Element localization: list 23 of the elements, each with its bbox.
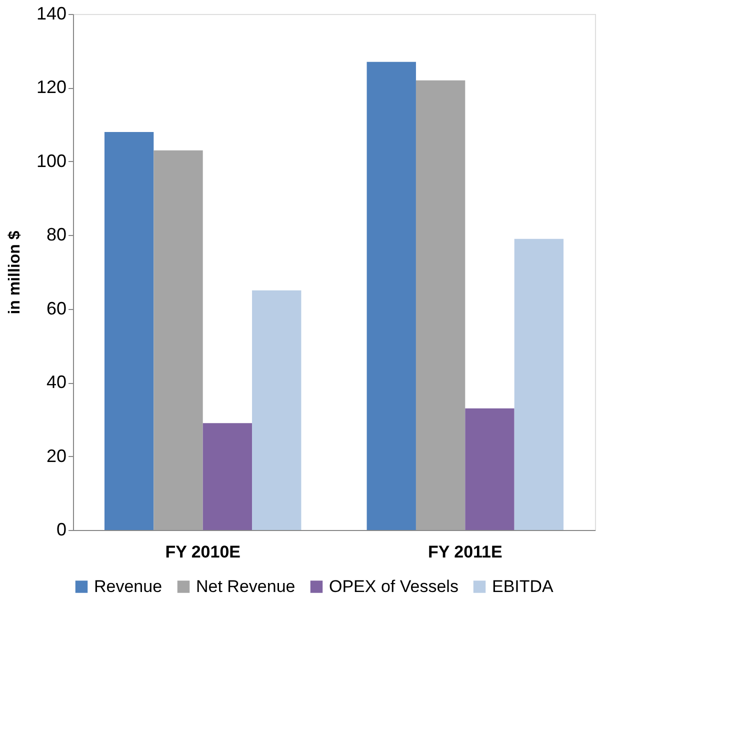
y-tick-label: 140 bbox=[36, 4, 66, 24]
y-axis-title: in million $ bbox=[6, 230, 24, 314]
y-tick-label: 20 bbox=[46, 446, 66, 466]
y-tick-label: 0 bbox=[56, 520, 66, 540]
legend-label: OPEX of Vessels bbox=[329, 576, 458, 596]
y-tick-label: 60 bbox=[46, 298, 66, 318]
y-tick-label: 40 bbox=[46, 372, 66, 392]
x-tick-label: FY 2011E bbox=[428, 542, 502, 562]
x-tick-label: FY 2010E bbox=[165, 542, 240, 562]
legend-label: Net Revenue bbox=[196, 576, 296, 596]
y-tick-label: 100 bbox=[36, 150, 66, 171]
bar bbox=[202, 423, 252, 530]
bar bbox=[465, 408, 514, 530]
legend-label: Revenue bbox=[94, 576, 162, 596]
bar bbox=[154, 150, 203, 530]
bar bbox=[252, 290, 302, 530]
bar bbox=[366, 62, 416, 530]
y-tick-label: 80 bbox=[46, 224, 66, 245]
bar bbox=[104, 132, 154, 530]
bar bbox=[514, 238, 564, 530]
legend-label: EBITDA bbox=[492, 576, 554, 596]
y-tick-label: 120 bbox=[36, 77, 66, 98]
bar bbox=[416, 80, 466, 530]
